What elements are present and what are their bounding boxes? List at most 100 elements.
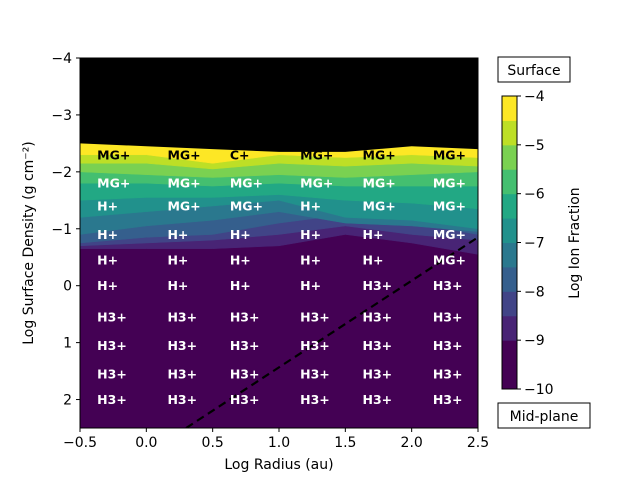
ion-label: MG+ — [433, 253, 466, 268]
ion-label: H3+ — [167, 338, 197, 353]
ion-label: C+ — [167, 93, 187, 108]
ion-label: H+ — [300, 278, 321, 293]
ion-label: H3+ — [230, 366, 260, 381]
ion-label: H3+ — [300, 310, 330, 325]
ion-label: H3+ — [363, 278, 393, 293]
ion-label: H+ — [97, 253, 118, 268]
colorbar-segment — [502, 96, 517, 121]
x-tick-label: 1.5 — [334, 435, 356, 451]
ion-label: MG+ — [97, 147, 130, 162]
x-tick-label: 0.0 — [135, 435, 157, 451]
ion-label: H+ — [167, 278, 188, 293]
y-tick-label: 0 — [63, 279, 72, 295]
ion-label: H3+ — [167, 366, 197, 381]
ion-label: MG+ — [230, 199, 263, 214]
colorbar-segment — [502, 340, 517, 366]
ion-label: H+ — [300, 199, 321, 214]
ion-label: H3+ — [97, 392, 127, 407]
colorbar-tick-label: −8 — [524, 284, 545, 300]
ion-label: H3+ — [230, 392, 260, 407]
ion-label: C+ — [97, 65, 117, 80]
ion-label: MG+ — [363, 147, 396, 162]
colorbar-segment — [502, 193, 517, 219]
y-tick-label: 2 — [63, 393, 72, 409]
ion-label: MG+ — [97, 125, 130, 140]
ion-label: MG+ — [363, 176, 396, 191]
ion-label: H3+ — [97, 366, 127, 381]
ion-label: H3+ — [300, 338, 330, 353]
ion-label: H+ — [230, 227, 251, 242]
ion-label: C+ — [167, 125, 187, 140]
colorbar-tick-label: −7 — [524, 236, 545, 252]
colorbar-segment — [502, 242, 517, 268]
colorbar-segment — [502, 315, 517, 341]
colorbar-tick-label: −5 — [524, 138, 545, 154]
band-fill-11 — [80, 58, 478, 152]
ion-label: H3+ — [300, 366, 330, 381]
colorbar-segment — [502, 218, 517, 243]
y-tick-label: −2 — [51, 165, 72, 181]
ion-label: MG+ — [97, 176, 130, 191]
colorbar-tick-label: −9 — [524, 333, 545, 349]
ion-label: H+ — [97, 278, 118, 293]
midplane-label-box — [497, 402, 591, 429]
colorbar-ticks: −10 −9 −8 −7 −6 −5 −4 — [517, 89, 554, 398]
ion-label: C+ — [167, 65, 187, 80]
colorbar-segment — [502, 291, 517, 317]
ion-label: H+ — [167, 253, 188, 268]
colorbar-segment — [502, 266, 517, 292]
ion-label: C+ — [433, 93, 453, 108]
ion-label: MG+ — [433, 147, 466, 162]
x-tick-label: −0.5 — [63, 435, 97, 451]
ion-label: H+ — [167, 227, 188, 242]
ion-label: H3+ — [363, 310, 393, 325]
ion-label: C+ — [300, 125, 320, 140]
ion-label: H3+ — [167, 392, 197, 407]
x-axis-title: Log Radius (au) — [224, 457, 333, 473]
x-tick-label: 1.0 — [268, 435, 290, 451]
ion-label: C+ — [363, 93, 383, 108]
ion-label: MG+ — [433, 176, 466, 191]
ion-label: H+ — [300, 227, 321, 242]
snowline-dashed-line — [185, 236, 478, 428]
ion-label: H3+ — [230, 338, 260, 353]
ion-label: MG+ — [363, 199, 396, 214]
ion-label: H3+ — [433, 278, 463, 293]
ion-label: C+ — [230, 93, 250, 108]
midplane-label: Mid-plane — [510, 409, 579, 425]
colorbar-segment — [502, 144, 517, 170]
ion-label: C+ — [300, 93, 320, 108]
ion-label: MG+ — [167, 199, 200, 214]
y-tick-label: −1 — [51, 222, 72, 238]
ion-label: C+ — [230, 125, 250, 140]
contour-fills — [80, 58, 478, 428]
ion-label: H+ — [300, 253, 321, 268]
ion-label: MG+ — [433, 199, 466, 214]
y-axis: −4 −3 −2 −1 0 1 2 — [51, 51, 80, 409]
ion-label: MG+ — [230, 176, 263, 191]
x-tick-label: 2.0 — [401, 435, 423, 451]
ion-label: H3+ — [167, 310, 197, 325]
colorbar-tick-label: −6 — [524, 187, 545, 203]
colorbar-segment — [502, 364, 517, 390]
ion-label: MG+ — [167, 147, 200, 162]
surface-label-box — [497, 56, 571, 83]
surface-label: Surface — [507, 63, 560, 79]
ion-label: H3+ — [363, 366, 393, 381]
ion-label: MG+ — [300, 147, 333, 162]
ion-label: H3+ — [363, 338, 393, 353]
ion-label: MG+ — [300, 176, 333, 191]
ion-label: MG+ — [433, 227, 466, 242]
ion-label: H+ — [230, 253, 251, 268]
ion-label: C+ — [433, 65, 453, 80]
ion-label: H+ — [363, 227, 384, 242]
ion-label: C+ — [363, 65, 383, 80]
y-tick-label: −3 — [51, 108, 72, 124]
ion-label: C+ — [230, 147, 250, 162]
ion-label: H3+ — [97, 310, 127, 325]
ion-label: H3+ — [433, 366, 463, 381]
colorbar-title: Log Ion Fraction — [567, 187, 583, 298]
colorbar-tick-label: −4 — [524, 89, 545, 105]
x-tick-label: 0.5 — [202, 435, 224, 451]
